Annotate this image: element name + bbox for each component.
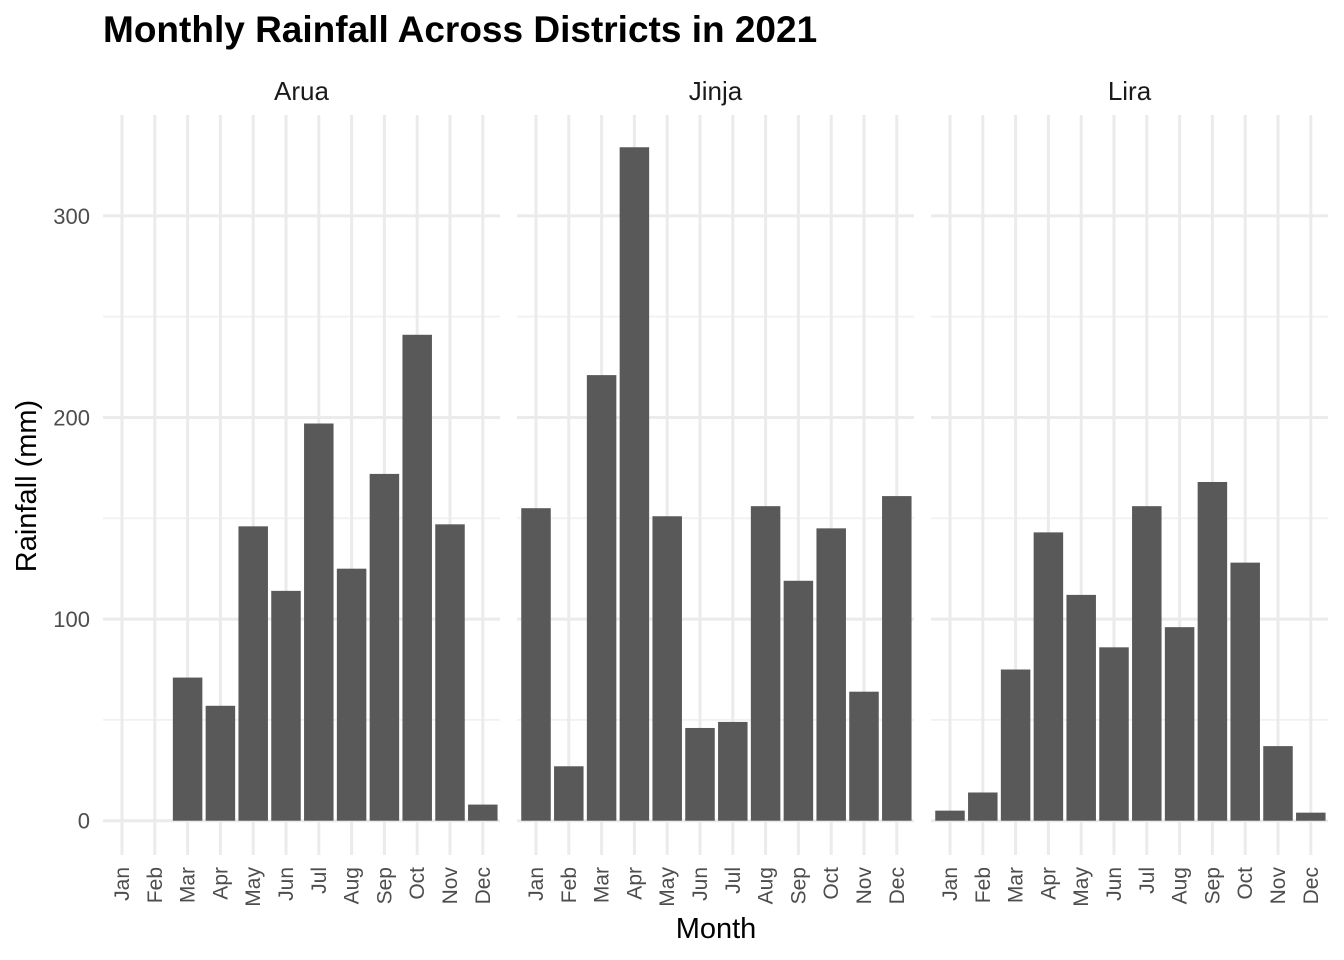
y-tick-label: 0 (78, 809, 90, 834)
x-tick-label: Oct (1234, 867, 1257, 900)
bar-arua-nov (435, 524, 465, 821)
bar-lira-jan (935, 810, 965, 821)
x-tick-label: Nov (1267, 867, 1290, 905)
y-tick-label: 300 (53, 204, 90, 229)
bar-arua-mar (172, 677, 203, 821)
bar-arua-sep (369, 473, 400, 821)
bar-jinja-jun (685, 727, 715, 821)
x-tick-label: May (1070, 867, 1093, 907)
bar-lira-jul (1132, 506, 1162, 821)
bar-lira-jun (1099, 647, 1129, 821)
y-axis-title: Rainfall (mm) (11, 400, 43, 572)
bar-jinja-aug (750, 506, 781, 821)
x-tick-label: Sep (373, 867, 396, 904)
x-tick-label: Apr (623, 867, 646, 900)
bar-jinja-sep (783, 580, 814, 821)
bar-lira-mar (1000, 669, 1031, 821)
x-tick-label: Apr (209, 867, 232, 900)
x-tick-label: Jul (1136, 867, 1159, 894)
facet-strip-label: Arua (274, 76, 329, 106)
bar-jinja-may (652, 516, 682, 821)
x-tick-label: Jan (525, 867, 548, 901)
facet-strip-label: Jinja (689, 76, 743, 106)
bar-arua-jul (304, 423, 334, 821)
x-tick-label: Jul (308, 867, 331, 894)
x-tick-label: Mar (177, 867, 200, 903)
bar-arua-oct (402, 334, 432, 821)
bar-arua-jun (271, 590, 301, 821)
facet-panels: 0 100 200 300 Arua Jan Feb Mar Apr May Jun Jul Aug Se… (53, 76, 1328, 907)
bar-arua-dec (468, 804, 498, 821)
x-tick-label: Apr (1037, 867, 1060, 900)
x-tick-label: Dec (1300, 867, 1323, 904)
x-tick-label: Jun (1103, 867, 1126, 901)
x-tick-label: Jun (275, 867, 298, 901)
y-tick-label: 200 (53, 405, 90, 430)
x-tick-label: Mar (1005, 867, 1028, 903)
bar-arua-may (238, 526, 268, 821)
facet-panel-jinja: Jinja Jan Feb Mar Apr May Jun Jul Aug Sep Oct Nov De… (517, 76, 914, 907)
x-tick-label: Nov (439, 867, 462, 905)
bar-lira-may (1066, 594, 1096, 821)
bar-lira-apr (1033, 532, 1064, 821)
x-tick-label: Feb (144, 867, 167, 903)
y-tick-label: 100 (53, 607, 90, 632)
x-tick-label: Feb (558, 867, 581, 903)
bar-arua-apr (205, 705, 236, 821)
facet-panel-arua: Arua Jan Feb Mar Apr May Jun Jul Aug Sep Oct Nov Dec (103, 76, 500, 907)
bar-jinja-feb (554, 766, 584, 821)
bar-jinja-jul (718, 721, 748, 821)
x-tick-label: Oct (820, 867, 843, 900)
x-tick-label: Oct (406, 867, 429, 900)
x-tick-label: Jan (939, 867, 962, 901)
x-tick-label: Nov (853, 867, 876, 905)
x-tick-label: Mar (591, 867, 614, 903)
x-tick-label: Sep (787, 867, 810, 904)
facet-strip-label: Lira (1108, 76, 1152, 106)
bar-jinja-mar (586, 375, 617, 821)
x-axis-title: Month (676, 913, 757, 945)
bar-jinja-dec (882, 496, 912, 821)
facet-panel-lira: Lira Jan Feb Mar Apr May Jun Jul Aug Sep Oct Nov Dec (931, 76, 1328, 907)
x-tick-label: Dec (886, 867, 909, 904)
chart-title: Monthly Rainfall Across Districts in 202… (103, 9, 817, 50)
x-tick-label: Jan (111, 867, 134, 901)
bar-lira-dec (1296, 812, 1326, 821)
x-tick-label: Sep (1201, 867, 1224, 904)
bar-lira-oct (1230, 562, 1260, 821)
bar-jinja-jan (521, 508, 551, 821)
bar-lira-aug (1164, 627, 1195, 821)
bar-jinja-nov (849, 691, 879, 821)
bar-arua-aug (336, 568, 367, 821)
bar-lira-feb (968, 792, 998, 821)
x-tick-label: Jun (689, 867, 712, 901)
bar-jinja-apr (619, 147, 650, 821)
x-tick-label: Aug (755, 867, 778, 904)
x-tick-label: Aug (1169, 867, 1192, 904)
x-tick-label: May (656, 867, 679, 907)
x-tick-label: Aug (341, 867, 364, 904)
x-tick-label: May (242, 867, 265, 907)
bar-jinja-oct (816, 528, 846, 821)
x-tick-label: Dec (472, 867, 495, 904)
x-tick-label: Jul (722, 867, 745, 894)
x-tick-label: Feb (972, 867, 995, 903)
bar-lira-nov (1263, 746, 1293, 821)
bar-lira-sep (1197, 481, 1228, 821)
